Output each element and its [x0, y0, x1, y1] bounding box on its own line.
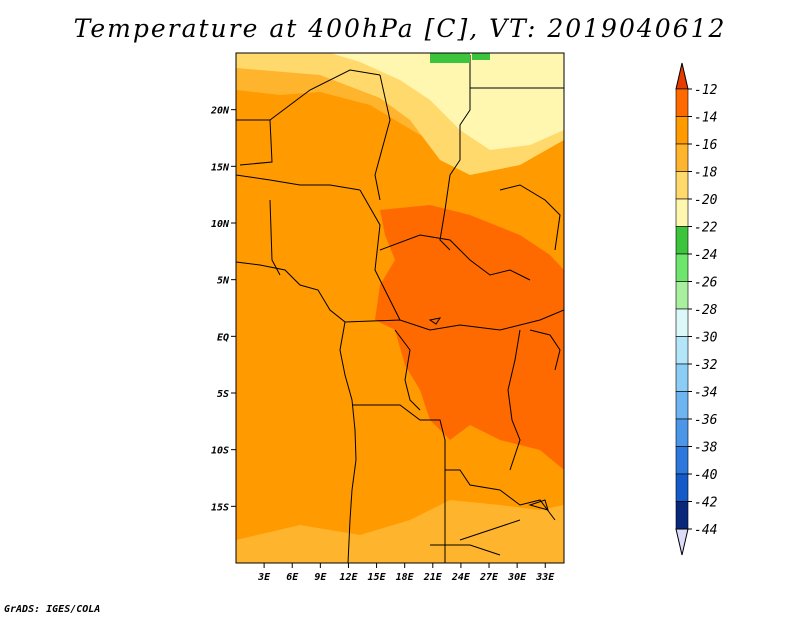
- border-central-1: [359, 189, 401, 321]
- colorbar-label: -24: [694, 248, 717, 263]
- colorbar-label: -34: [694, 386, 717, 401]
- border-lakes: [507, 329, 521, 471]
- border-central-2: [379, 234, 531, 281]
- border-north-3: [444, 55, 471, 211]
- colorbar-label: -38: [694, 441, 718, 456]
- colorbar-segment: [675, 308, 689, 337]
- border-central-3: [439, 209, 451, 251]
- lat-tick-label: 5S: [217, 389, 229, 400]
- colorbar-label: -42: [694, 496, 718, 511]
- lat-tick-label: 15N: [211, 162, 230, 173]
- lon-tick-label: 12E: [339, 572, 358, 583]
- colorbar-segment: [675, 88, 689, 117]
- grads-credit: GrADS: IGES/COLA: [4, 604, 101, 615]
- colorbar: -12 -14 -16 -18 -20 -22 -24 -26 -28 -30 -32 -34 -36 -…: [675, 62, 718, 556]
- colorbar-segment: [675, 226, 689, 255]
- colorbar-segment: [675, 116, 689, 145]
- map-title: Temperature at 400hPa [C], VT: 201904061…: [73, 14, 727, 43]
- colorbar-top-arrow: [675, 62, 689, 90]
- lat-tick-label: EQ: [217, 332, 229, 343]
- colorbar-segment: [675, 446, 689, 475]
- west-coast-line: [236, 261, 357, 563]
- lon-tick-label: 33E: [535, 572, 555, 583]
- colorbar-label: -12: [694, 83, 718, 98]
- colorbar-segment: [675, 418, 689, 447]
- lake-outline-2: [528, 499, 549, 511]
- colorbar-label: -14: [694, 111, 717, 126]
- border-west-2: [269, 199, 281, 276]
- colorbar-label: -16: [694, 138, 718, 153]
- lat-tick-label: 15S: [211, 502, 229, 513]
- plot-frame: [235, 52, 565, 564]
- lon-tick-label: 27E: [479, 572, 499, 583]
- field-zone-sahara-northeast: [330, 53, 564, 150]
- colorbar-segment: [675, 363, 689, 392]
- colorbar-segment: [675, 473, 689, 502]
- lon-tick-label: 6E: [286, 572, 299, 583]
- coastlines-and-borders: [236, 55, 564, 563]
- border-south-1: [352, 404, 501, 491]
- lon-tick-label: 18E: [396, 572, 415, 583]
- lat-tick-label: 10N: [211, 219, 230, 230]
- colorbar-label: -40: [694, 468, 718, 483]
- border-south-5: [459, 519, 521, 541]
- green-patches: [430, 53, 490, 63]
- border-equator-2: [394, 329, 421, 411]
- border-north-1: [269, 69, 381, 121]
- cold-patch-2: [472, 53, 490, 60]
- longitude-ticks: 3E 6E 9E 12E 15E 18E 21E 24E 27E 30E 33E: [257, 563, 555, 583]
- border-south-4: [430, 544, 501, 556]
- colorbar-segment: [675, 501, 689, 530]
- lake-outline-1: [428, 317, 442, 325]
- colorbar-segment: [675, 171, 689, 200]
- latitude-ticks: 20N 15N 10N 5N EQ 5S 10S 15S: [210, 106, 236, 513]
- border-west-1: [236, 174, 361, 191]
- colorbar-label: -36: [694, 413, 718, 428]
- border-west-3: [236, 119, 273, 166]
- lat-tick-label: 10S: [211, 446, 229, 457]
- cold-patch-1: [430, 53, 470, 63]
- colorbar-label: -26: [694, 276, 718, 291]
- colorbar-segment: [675, 281, 689, 310]
- colorbar-segment: [675, 198, 689, 227]
- field-zone-south-band: [236, 500, 564, 563]
- lon-tick-label: 15E: [368, 572, 387, 583]
- lat-tick-label: 20N: [210, 106, 230, 117]
- colorbar-segment: [675, 143, 689, 172]
- colorbar-label: -18: [694, 166, 718, 181]
- border-north-2: [374, 74, 391, 201]
- colorbar-label: -20: [694, 193, 718, 208]
- colorbar-label: -22: [694, 221, 718, 236]
- colorbar-bottom-arrow: [675, 528, 689, 556]
- colorbar-segment: [675, 253, 689, 282]
- colorbar-label: -32: [694, 358, 718, 373]
- field-zone-central-warm-core: [375, 205, 564, 470]
- colorbar-segment: [675, 336, 689, 365]
- lon-tick-label: 24E: [451, 572, 471, 583]
- border-equator-1: [344, 309, 564, 331]
- border-central-4: [499, 184, 561, 251]
- border-east-1: [529, 329, 561, 371]
- lon-tick-label: 21E: [423, 572, 443, 583]
- lon-tick-label: 30E: [507, 572, 527, 583]
- field-layer: [236, 53, 564, 563]
- colorbar-label: -28: [694, 303, 718, 318]
- colorbar-segment: [675, 391, 689, 420]
- colorbar-label: -30: [694, 331, 718, 346]
- lon-tick-label: 9E: [314, 572, 327, 583]
- lat-tick-label: 5N: [217, 276, 230, 287]
- colorbar-label: -44: [694, 523, 717, 538]
- lon-tick-label: 3E: [257, 572, 271, 583]
